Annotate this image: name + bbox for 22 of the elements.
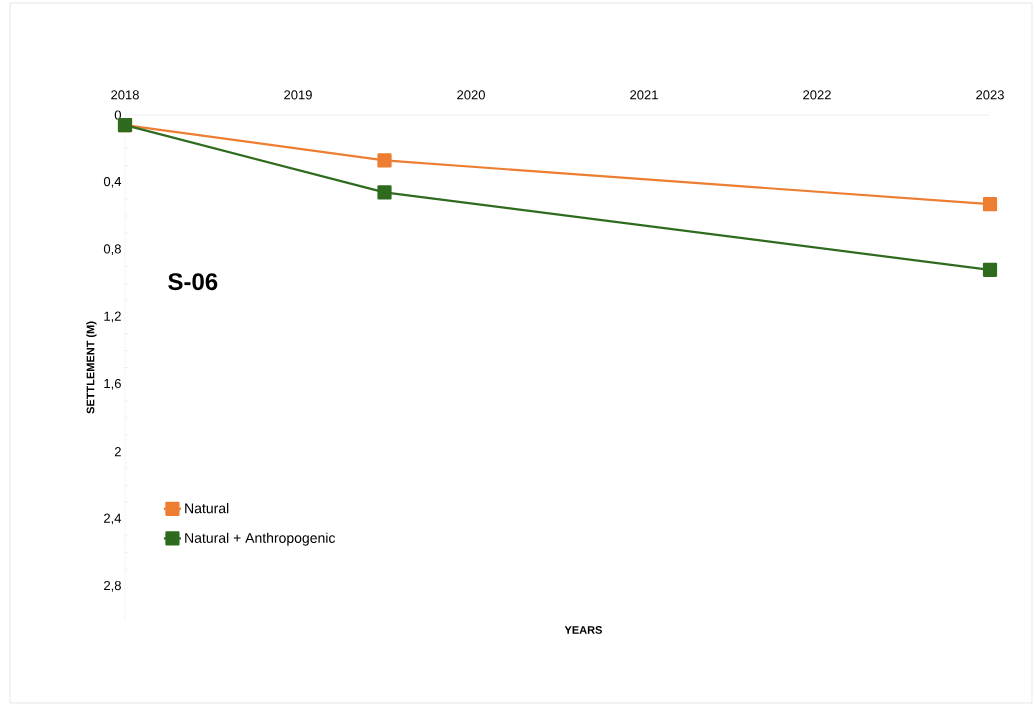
y-tick-label: 0,4 bbox=[103, 176, 122, 188]
x-tick-label: 2018 bbox=[111, 90, 139, 100]
x-tick-label: 2021 bbox=[630, 90, 658, 100]
point bbox=[982, 197, 998, 212]
x-tick-label: 2020 bbox=[457, 90, 485, 100]
annotation: S-06 bbox=[168, 273, 218, 291]
legend-label: Natural + Anthropogenic bbox=[185, 532, 336, 546]
y-tick-label: 1,2 bbox=[104, 311, 121, 323]
point bbox=[982, 262, 998, 277]
y-tick-label: 1,6 bbox=[104, 378, 121, 390]
y-tick-label: 2,4 bbox=[104, 513, 122, 525]
y-tick-label: 2 bbox=[114, 447, 121, 457]
x-tick-label: 2023 bbox=[976, 90, 1004, 100]
legend-label: Natural bbox=[185, 502, 229, 514]
y-tick-label: 2,8 bbox=[104, 580, 121, 592]
x-axis-title: YEARS bbox=[564, 626, 602, 634]
x-tick-label: 2022 bbox=[803, 90, 831, 100]
point bbox=[377, 153, 392, 168]
x-tick-label: 2019 bbox=[284, 90, 312, 100]
y-axis-title: SETTLEMENT (M) bbox=[86, 321, 97, 414]
y-tick-label: 0,8 bbox=[103, 244, 121, 256]
point bbox=[377, 185, 392, 200]
